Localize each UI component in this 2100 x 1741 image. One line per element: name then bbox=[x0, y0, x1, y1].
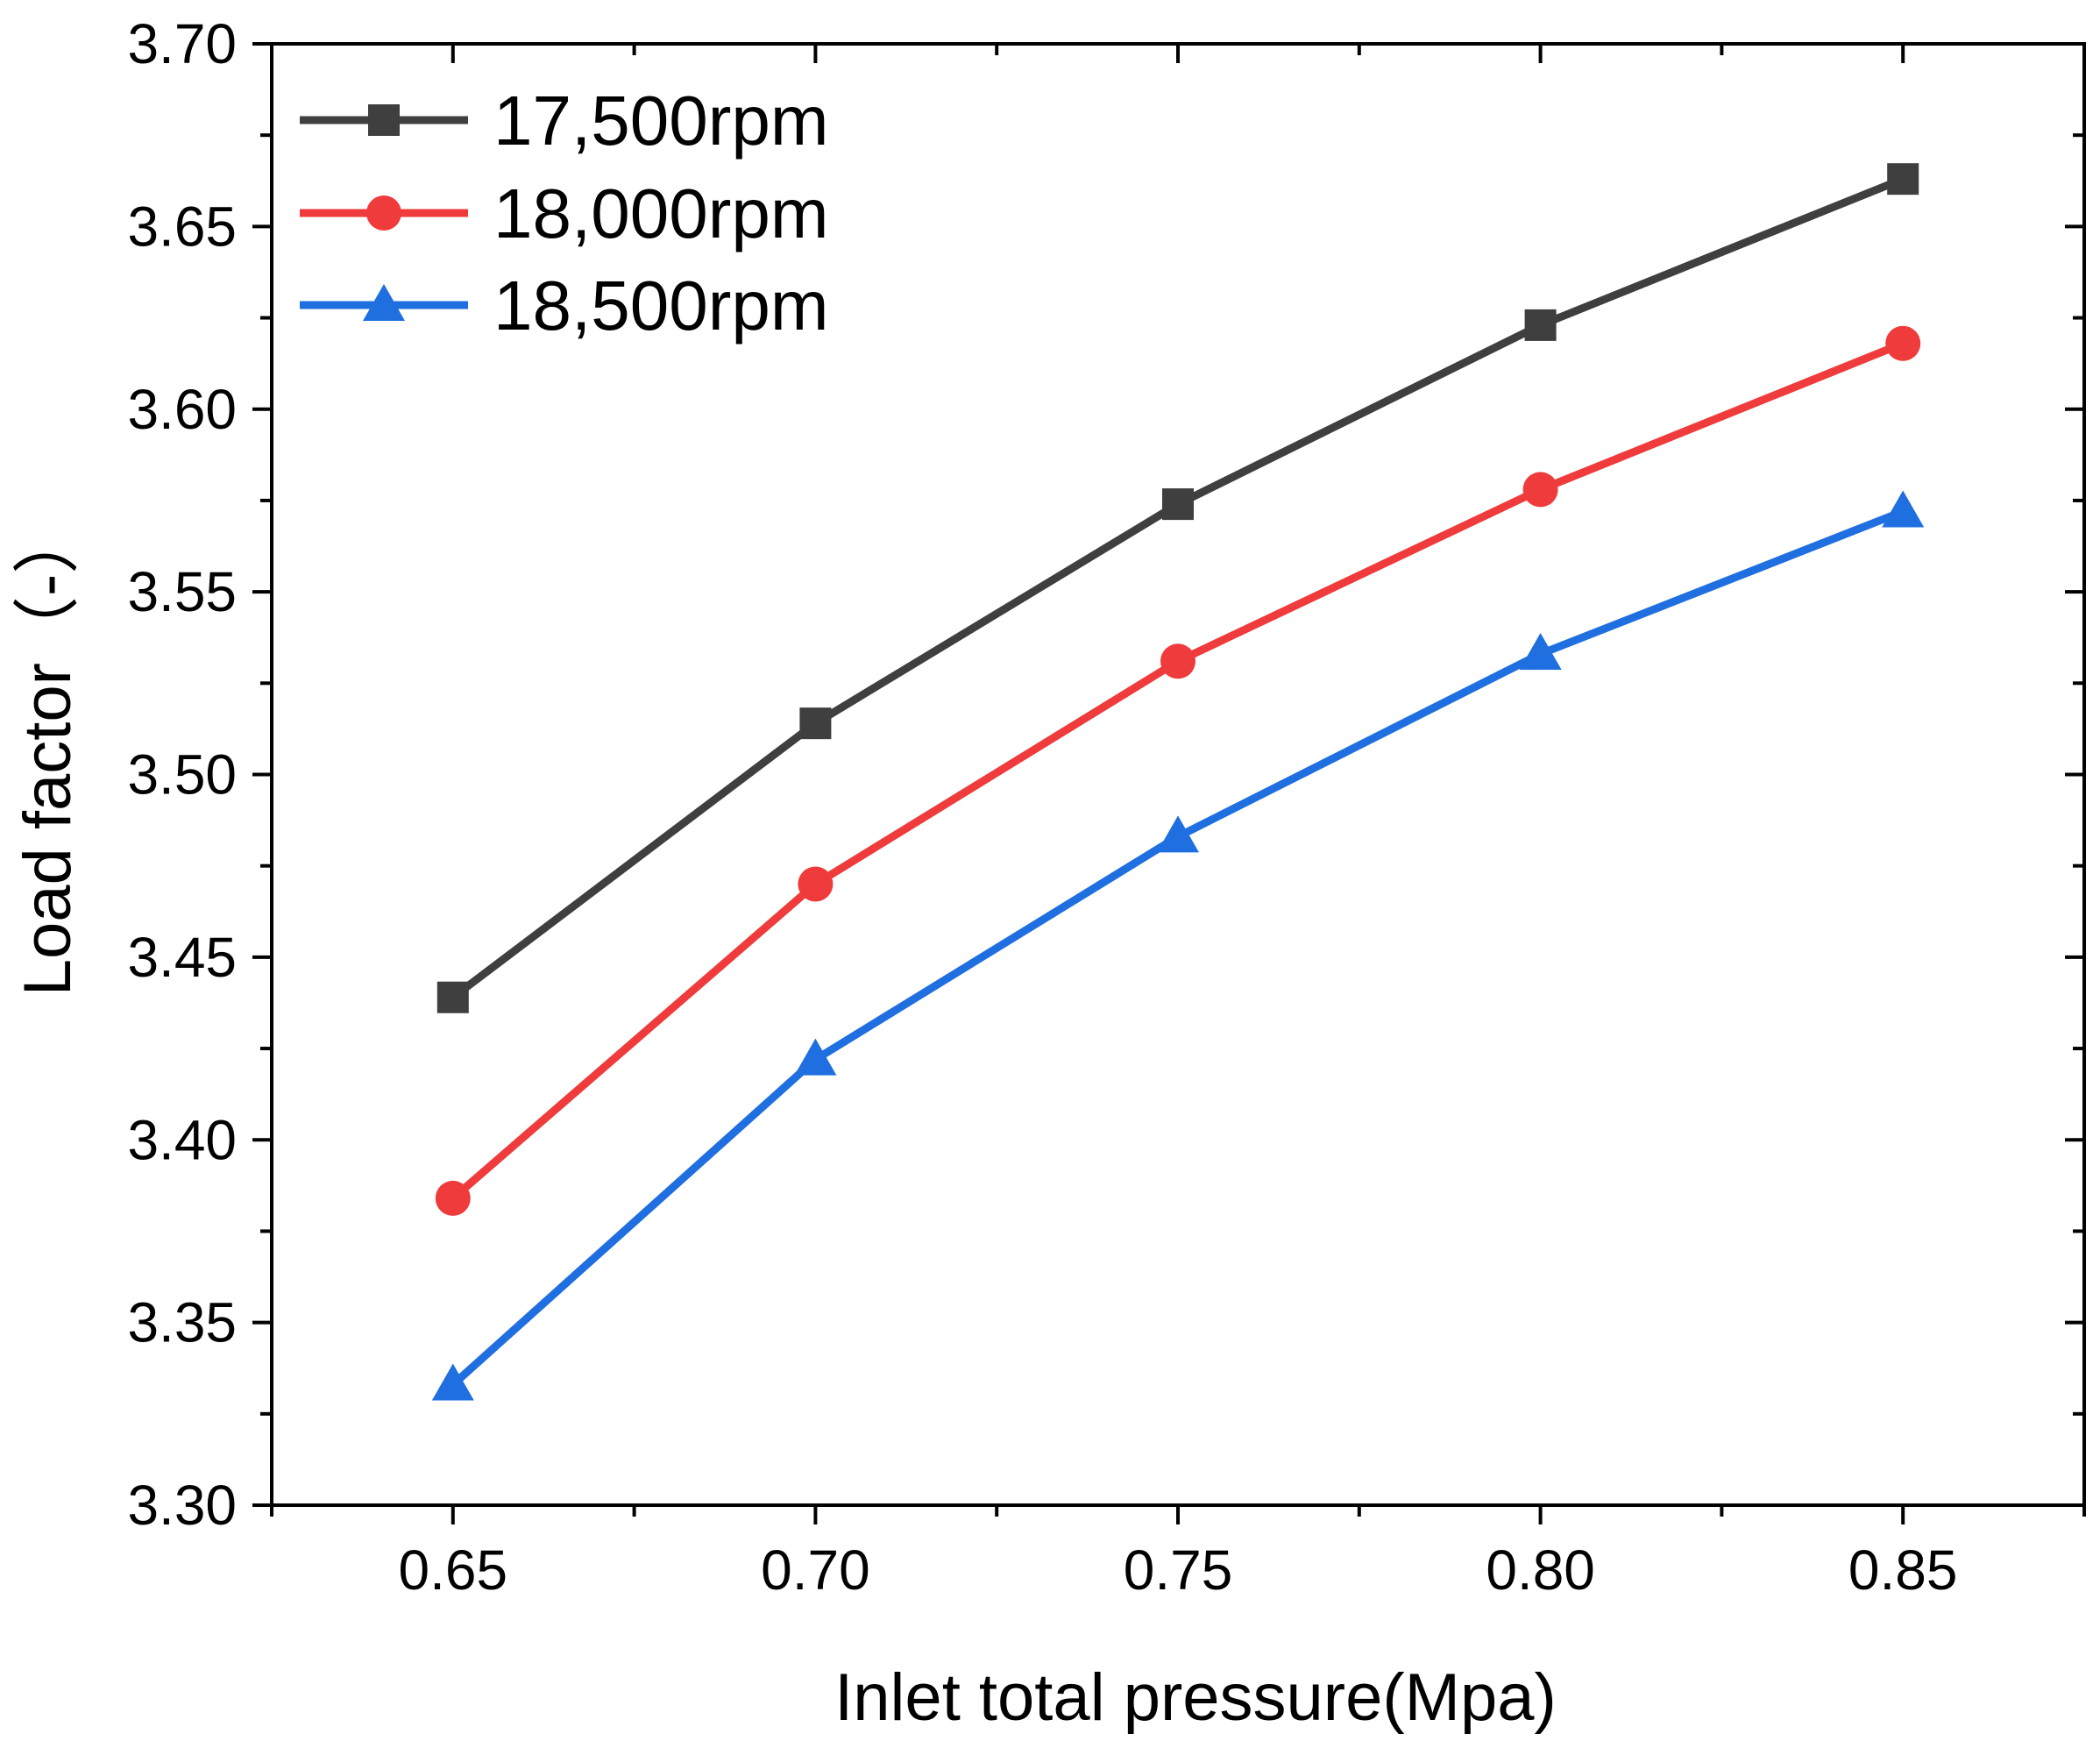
y-axis-title: Load factor（-） bbox=[11, 508, 85, 997]
plot-frame bbox=[270, 42, 2086, 1507]
data-point bbox=[794, 1038, 837, 1076]
legend-item-3: 18,500rpm bbox=[300, 266, 828, 345]
tick-labels: 0.65 0.70 0.75 0.80 0.85 3.30 3.35 3.40 3.45 3.50… bbox=[127, 12, 1957, 1602]
data-point bbox=[1160, 643, 1195, 679]
legend-marker bbox=[368, 104, 400, 136]
data-point bbox=[1885, 325, 1921, 361]
series-1 bbox=[436, 163, 1919, 1013]
y-tick-label: 3.30 bbox=[127, 1474, 237, 1537]
legend-item-2: 18,000rpm bbox=[300, 174, 828, 252]
data-point bbox=[1157, 815, 1199, 853]
x-tick-label: 0.65 bbox=[399, 1538, 508, 1602]
data-point bbox=[1519, 632, 1562, 670]
series-2 bbox=[435, 325, 1921, 1216]
x-tick-label: 0.75 bbox=[1124, 1538, 1233, 1602]
data-point bbox=[799, 707, 832, 740]
series-lines bbox=[431, 163, 1925, 1401]
y-tick-label: 3.65 bbox=[127, 195, 237, 258]
data-point bbox=[1522, 472, 1558, 508]
legend-marker bbox=[363, 284, 405, 321]
data-point bbox=[1887, 163, 1919, 195]
axis-ticks bbox=[252, 42, 2086, 1524]
y-tick-label: 3.60 bbox=[127, 378, 237, 441]
data-point bbox=[798, 866, 834, 902]
data-point bbox=[435, 1180, 471, 1216]
x-tick-label: 0.85 bbox=[1848, 1538, 1958, 1602]
x-tick-label: 0.80 bbox=[1486, 1538, 1595, 1602]
data-point bbox=[436, 981, 469, 1013]
y-tick-label: 3.50 bbox=[127, 743, 237, 807]
data-point bbox=[1882, 490, 1925, 528]
y-tick-label: 3.35 bbox=[127, 1291, 237, 1354]
legend-label: 18,000rpm bbox=[493, 174, 828, 252]
legend-label: 18,500rpm bbox=[493, 266, 828, 345]
data-point bbox=[431, 1363, 474, 1401]
y-tick-label: 3.40 bbox=[127, 1108, 237, 1171]
legend-item-1: 17,500rpm bbox=[300, 82, 828, 160]
x-tick-label: 0.70 bbox=[761, 1538, 870, 1602]
series-3 bbox=[431, 490, 1925, 1401]
legend-marker bbox=[366, 195, 401, 231]
y-tick-label: 3.55 bbox=[127, 560, 237, 623]
x-axis-title: Inlet total pressure(Mpa) bbox=[834, 1660, 1557, 1735]
y-tick-label: 3.45 bbox=[127, 926, 237, 989]
data-point bbox=[1162, 488, 1194, 521]
data-point bbox=[1524, 309, 1557, 341]
y-tick-label: 3.70 bbox=[127, 12, 237, 75]
legend-label: 17,500rpm bbox=[493, 82, 828, 160]
legend: 17,500rpm 18,000rpm 18,500rpm bbox=[300, 82, 828, 345]
